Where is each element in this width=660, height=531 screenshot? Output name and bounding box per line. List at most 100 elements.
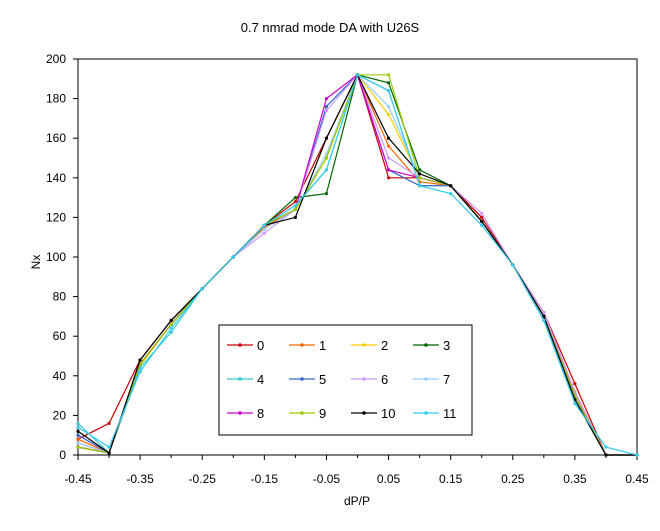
legend-label: 10 [381, 406, 395, 421]
legend-item-10: 10 [351, 406, 395, 421]
series-11 [76, 73, 639, 457]
legend-item-11: 11 [413, 406, 457, 421]
data-point [386, 156, 391, 160]
data-point [480, 223, 484, 227]
legend-item-5: 5 [289, 372, 326, 387]
data-point [262, 223, 266, 227]
y-tick-label: 80 [53, 290, 67, 304]
data-point [324, 168, 329, 172]
data-point [324, 104, 329, 109]
x-tick-label: 0.45 [625, 472, 649, 486]
data-point [262, 227, 266, 231]
legend-marker [300, 343, 304, 347]
data-point [386, 144, 391, 148]
legend-label: 9 [319, 406, 326, 421]
y-tick-label: 20 [53, 408, 67, 422]
data-point [604, 453, 608, 457]
data-point [324, 136, 329, 140]
legend-item-7: 7 [413, 372, 450, 387]
data-point [635, 453, 639, 457]
y-tick-label: 0 [59, 448, 66, 462]
y-tick-label: 200 [46, 52, 66, 66]
data-point [324, 97, 329, 101]
legend-label: 8 [257, 406, 264, 421]
legend-marker [362, 343, 366, 347]
x-axis-title: dP/P [344, 494, 370, 508]
y-tick-label: 40 [53, 369, 67, 383]
legend-item-1: 1 [289, 338, 326, 353]
legend-item-4: 4 [227, 372, 264, 387]
data-point [449, 184, 453, 188]
data-point [355, 73, 360, 77]
legend-marker [300, 377, 304, 381]
legend-marker [424, 343, 428, 347]
legend-label: 6 [381, 372, 388, 387]
x-tick-label: -0.35 [126, 472, 154, 486]
data-point [542, 310, 546, 315]
data-point [76, 425, 80, 429]
data-point [138, 358, 142, 362]
data-point [262, 231, 266, 235]
legend-marker [238, 411, 242, 415]
legend-item-9: 9 [289, 406, 326, 421]
x-tick-label: 0.25 [501, 472, 525, 486]
data-point [293, 199, 297, 204]
data-point [480, 215, 484, 219]
legend-label: 11 [443, 406, 457, 421]
data-point [76, 437, 80, 441]
data-point [386, 176, 391, 180]
legend-marker [362, 411, 366, 415]
legend-item-2: 2 [351, 338, 388, 353]
data-point [293, 207, 297, 212]
data-point [107, 445, 111, 449]
legend-label: 2 [381, 338, 388, 353]
data-point [76, 421, 80, 425]
y-tick-label: 140 [46, 171, 66, 185]
data-point [231, 255, 235, 259]
x-tick-label: -0.45 [64, 472, 92, 486]
data-point [480, 219, 484, 223]
legend-marker [300, 411, 304, 415]
data-point [76, 433, 80, 437]
y-axis-title: Nx [29, 255, 43, 270]
data-point [604, 445, 608, 449]
data-point [293, 196, 297, 200]
data-point [449, 192, 453, 196]
data-point [169, 330, 173, 334]
data-point [573, 401, 577, 406]
data-point [386, 81, 391, 85]
y-tick-label: 180 [46, 92, 66, 106]
legend-item-8: 8 [227, 406, 264, 421]
data-point [293, 215, 297, 219]
data-point [573, 382, 577, 386]
legend-label: 4 [257, 372, 264, 387]
x-tick-label: 0.35 [563, 472, 587, 486]
y-tick-label: 100 [46, 250, 66, 264]
y-tick-label: 60 [53, 329, 67, 343]
data-point [107, 421, 111, 425]
x-tick-label: 0.05 [377, 472, 401, 486]
data-point [480, 211, 484, 216]
legend-marker [424, 411, 428, 415]
legend-label: 7 [443, 372, 450, 387]
legend-label: 3 [443, 338, 450, 353]
data-point [169, 322, 173, 326]
legend-marker [424, 377, 428, 381]
chart-title: 0.7 nmrad mode DA with U26S [241, 20, 420, 35]
legend-label: 0 [257, 338, 264, 353]
data-point [169, 318, 173, 322]
data-point [293, 203, 297, 208]
legend-label: 1 [319, 338, 326, 353]
x-tick-label: -0.05 [313, 472, 341, 486]
data-point [324, 156, 329, 160]
data-point [542, 318, 546, 322]
data-point [386, 136, 391, 140]
data-point [418, 184, 422, 188]
data-point [386, 112, 391, 117]
data-point [418, 176, 422, 180]
data-point [76, 429, 80, 433]
series-group [76, 73, 639, 457]
data-point [76, 445, 80, 449]
